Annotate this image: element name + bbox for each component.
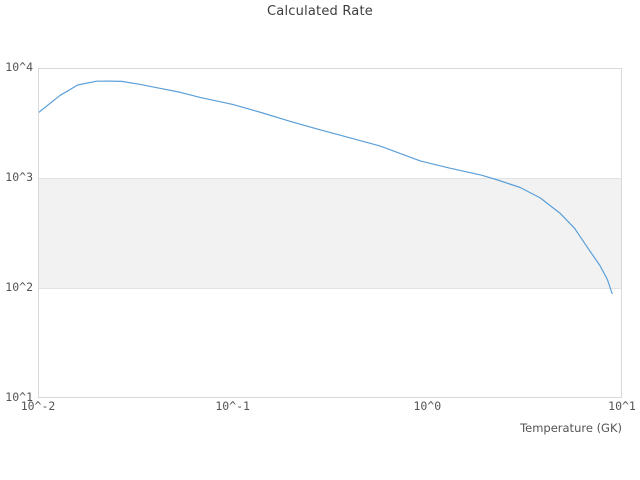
x-tick-label: 10^-1 — [215, 399, 250, 413]
highlight-band — [38, 178, 622, 288]
y-tick-label: 10^2 — [5, 280, 33, 294]
x-axis-label: Temperature (GK) — [520, 421, 622, 435]
chart-title: Calculated Rate — [267, 4, 373, 19]
y-tick-label: 10^1 — [5, 390, 33, 404]
rate-curve — [38, 80, 613, 295]
x-tick-label: 10^1 — [608, 399, 636, 413]
y-tick-label: 10^3 — [5, 170, 33, 184]
y-tick-label: 10^4 — [5, 60, 33, 74]
x-tick-label: 10^0 — [413, 399, 442, 413]
x-tick-label: 10^-2 — [20, 399, 56, 413]
plot-border — [38, 68, 622, 398]
rate-curve-plot — [38, 68, 622, 398]
